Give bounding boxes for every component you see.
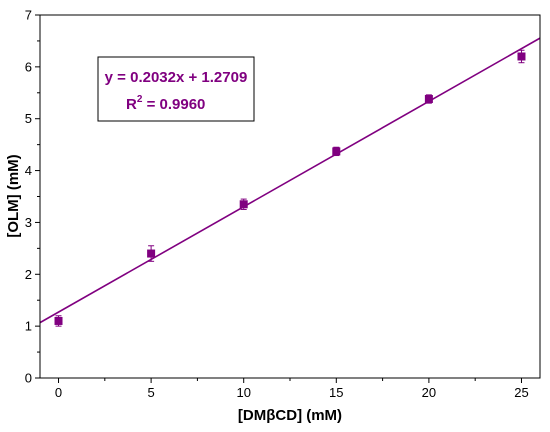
r-squared-value: = 0.9960 <box>142 96 205 113</box>
data-point <box>54 316 63 325</box>
x-tick-label: 25 <box>514 385 528 400</box>
r-squared-exponent: 2 <box>137 94 143 105</box>
data-point <box>424 95 433 104</box>
y-tick-label: 1 <box>25 319 32 334</box>
r-squared-label: R2 = 0.9960 <box>126 94 205 113</box>
y-tick-label: 5 <box>25 111 32 126</box>
data-point <box>517 52 526 61</box>
fit-line <box>39 37 541 324</box>
fit-equation: y = 0.2032x + 1.2709 <box>105 69 248 86</box>
y-axis-title: [OLM] (mM) <box>5 154 22 237</box>
data-point <box>332 147 341 156</box>
y-tick-label: 6 <box>25 59 32 74</box>
x-tick-label: 10 <box>236 385 250 400</box>
x-tick-label: 20 <box>422 385 436 400</box>
y-tick-label: 0 <box>25 371 32 386</box>
y-tick-label: 3 <box>25 215 32 230</box>
y-tick-label: 2 <box>25 267 32 282</box>
x-tick-label: 5 <box>147 385 154 400</box>
data-point <box>147 249 156 258</box>
x-axis-title: [DMβCD] (mM) <box>238 407 342 424</box>
data-point <box>239 200 248 209</box>
equation-box: y = 0.2032x + 1.2709 R2 = 0.9960 <box>97 56 255 122</box>
r-squared-symbol: R <box>126 96 137 113</box>
x-tick-label: 0 <box>55 385 62 400</box>
equation-box-border <box>97 56 255 122</box>
x-tick-label: 15 <box>329 385 343 400</box>
y-tick-label: 4 <box>25 163 32 178</box>
y-tick-label: 7 <box>25 8 32 23</box>
